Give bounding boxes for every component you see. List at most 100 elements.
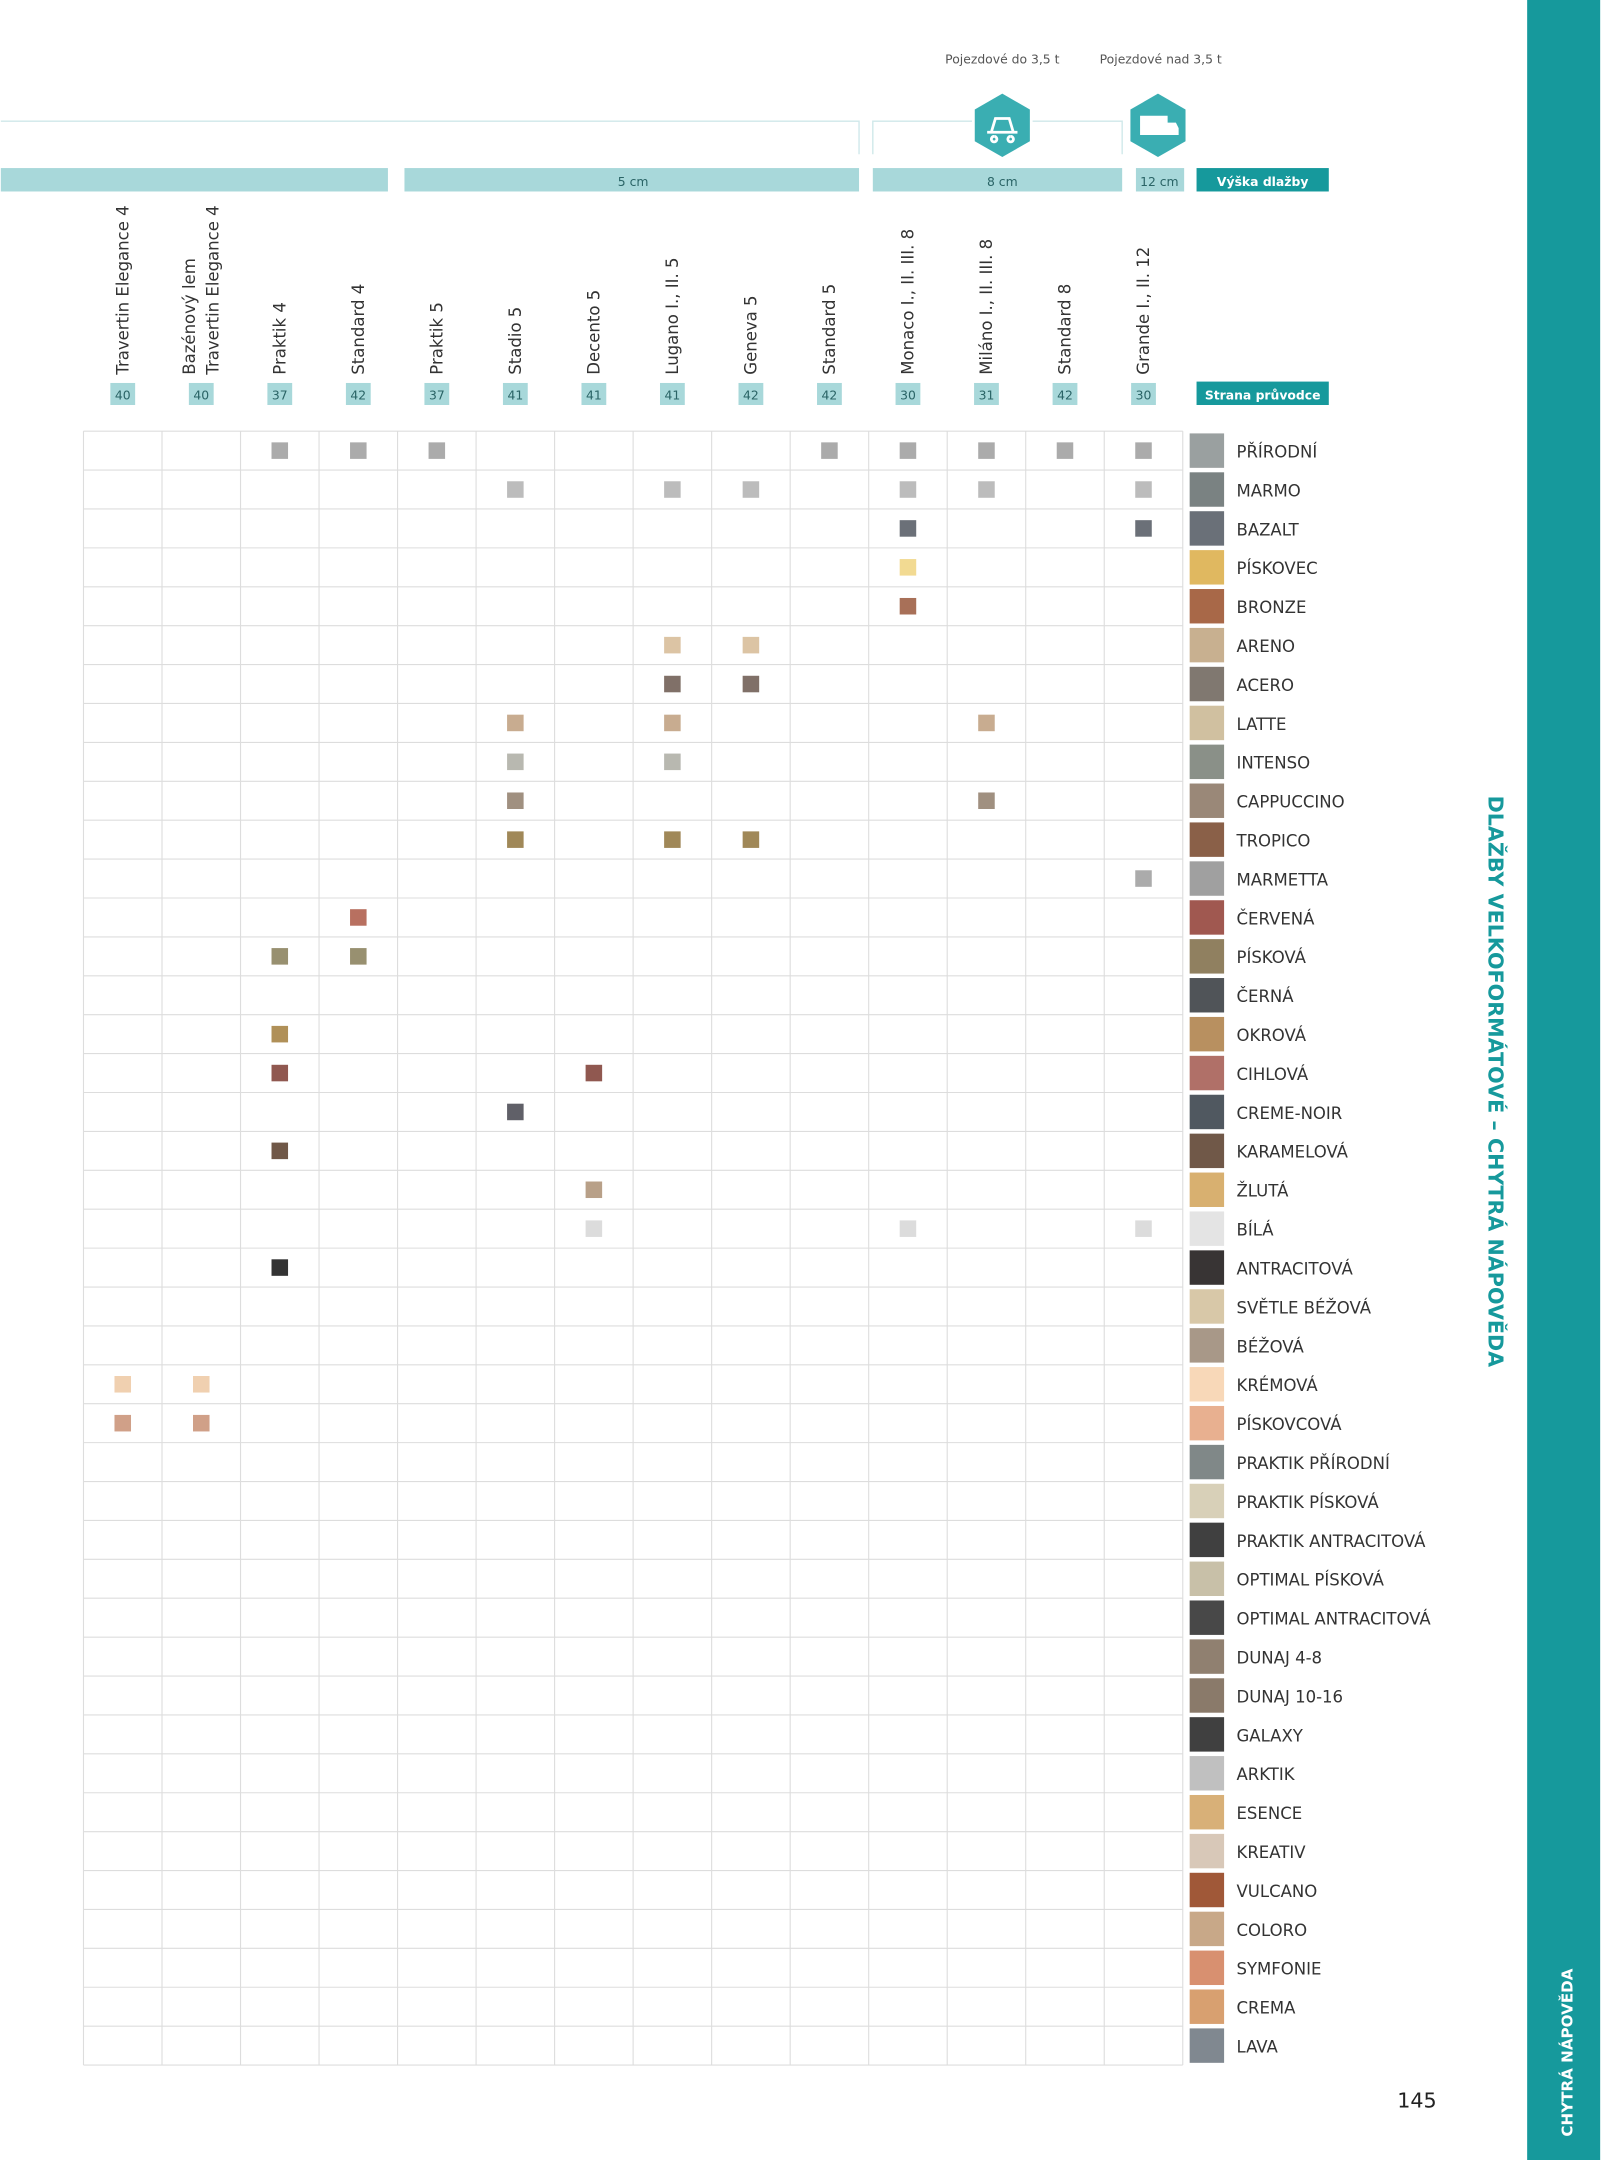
availability-mark [978,714,995,732]
row-name: PRAKTIK PÍSKOVÁ [1236,1493,1379,1512]
availability-mark [664,714,681,732]
swatch [1189,1289,1225,1324]
swatch [1189,1600,1225,1635]
swatch [1189,861,1225,896]
swatch [1189,1678,1225,1713]
availability-mark [114,1376,132,1393]
page-badge [345,382,371,405]
row-name: SYMFONIE [1236,1960,1321,1979]
swatch [1189,589,1225,624]
swatch [1189,1133,1225,1169]
row-name: ARKTIK [1236,1765,1295,1784]
swatch [1189,1328,1225,1363]
row-name: OKROVÁ [1236,1026,1306,1045]
row-name: CAPPUCCINO [1236,793,1344,812]
column-name: Standard 5 [820,284,839,375]
height-label: 5 cm [618,174,649,189]
row-name: BAZALT [1236,520,1299,539]
row-name: CIHLOVÁ [1236,1065,1308,1084]
row-name: DUNAJ 10-16 [1236,1687,1343,1706]
availability-mark [507,1103,524,1121]
availability-mark [507,753,524,771]
row-name: KARAMELOVÁ [1236,1143,1348,1162]
side-strip [1527,0,1601,2160]
row-name: CREME-NOIR [1236,1104,1342,1123]
availability-mark [271,1025,289,1043]
icon-car-glyph [987,117,1018,144]
swatch [1189,472,1225,507]
row-name: INTENSO [1236,754,1310,773]
page-ref: 41 [586,387,602,402]
availability-mark [1135,520,1152,537]
swatch [1189,666,1225,702]
swatch [1189,705,1225,741]
page-ref: 37 [272,387,288,402]
page-ref: 31 [979,387,995,402]
page-ref: 30 [1136,387,1152,402]
availability-mark [978,792,995,810]
availability-mark [664,831,681,848]
availability-mark [507,714,524,732]
row-name: PRAKTIK ANTRACITOVÁ [1236,1532,1426,1551]
swatch [1189,1055,1225,1091]
availability-mark [664,636,681,654]
row-name: ČERNÁ [1236,987,1294,1006]
availability-mark [899,559,917,576]
availability-mark [899,481,917,498]
swatch [1189,822,1225,857]
availability-mark [271,1142,289,1160]
availability-mark [271,1064,289,1082]
swatch [1189,1094,1225,1130]
row-name: ČERVENÁ [1236,909,1315,928]
row-name: PÍSKOVEC [1236,559,1317,578]
swatch [1189,1872,1225,1908]
swatch [1189,1833,1225,1869]
availability-mark [507,831,524,848]
row-name: ARENO [1236,637,1295,656]
swatch [1189,511,1225,546]
swatch [1189,1522,1225,1558]
page-number: 145 [1397,2089,1436,2113]
availability-mark [114,1414,132,1432]
page-title-bar [1196,381,1329,405]
column-name: Decento 5 [584,290,603,375]
availability-mark [1056,442,1074,459]
availability-mark [899,1220,917,1237]
swatch [1189,1794,1225,1830]
page-badge [267,382,293,405]
availability-mark [978,481,995,498]
page-badge [738,382,764,405]
page-badge [659,382,685,405]
swatch [1189,939,1225,974]
availability-mark [664,753,681,771]
row-name: PÍSKOVCOVÁ [1236,1415,1342,1434]
availability-mark [193,1414,210,1432]
availability-mark [428,442,446,459]
page-ref: 40 [193,387,209,402]
column-name: Miláno I., II. III. 8 [977,239,996,375]
page-badge [895,382,921,405]
availability-mark [742,831,760,848]
row-name: BÉŽOVÁ [1236,1337,1304,1356]
swatch [1189,1367,1225,1402]
availability-mark [1135,442,1152,459]
page-badge [424,382,450,405]
availability-mark [742,481,760,498]
swatch [1189,1016,1225,1052]
page-ref: 41 [665,387,681,402]
load-small: Pojezdové do 3,5 t [945,51,1059,66]
row-name: LAVA [1236,2037,1278,2056]
availability-mark [978,442,995,459]
column-name: Lugano I., II. 5 [663,258,682,375]
side-title: DLAŽBY VELKOFORMÁTOVÉ – CHYTRÁ NÁPOVĚDA [1484,796,1509,1368]
swatch [1189,1483,1225,1519]
page-badge [581,382,607,405]
row-name: VULCANO [1236,1882,1317,1901]
height-bar [404,168,860,192]
column-name: Geneva 5 [741,295,760,374]
swatch [1189,1639,1225,1674]
row-name: CREMA [1236,1999,1296,2018]
swatch [1189,1561,1225,1597]
